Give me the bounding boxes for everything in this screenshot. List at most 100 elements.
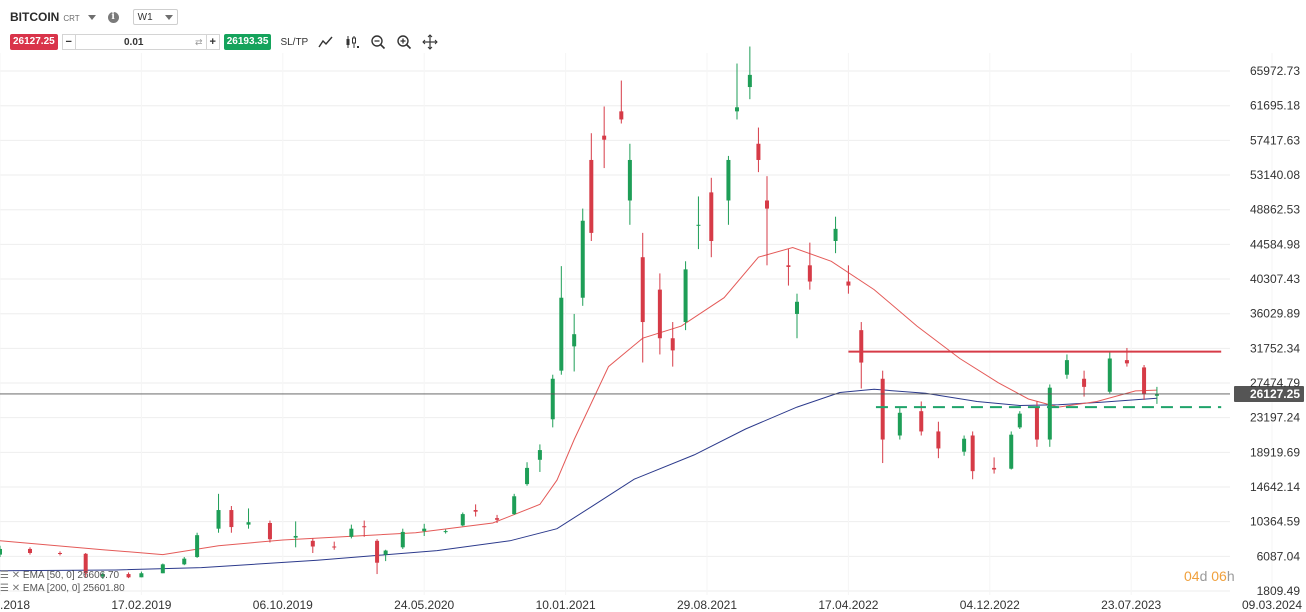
candle-body [422, 528, 427, 532]
candle-body [735, 107, 740, 112]
candle-body [310, 540, 315, 547]
candle-body [992, 467, 997, 470]
candle-body [764, 200, 769, 209]
quantity-stepper: − 0.01 ⇄ + [61, 34, 220, 50]
candle-body [640, 257, 645, 323]
candle-body [126, 574, 131, 578]
countdown-hours: 06 [1211, 568, 1227, 584]
buy-button[interactable]: 26193.35 [223, 34, 272, 50]
plus-icon[interactable]: + [209, 36, 216, 48]
candle-body [807, 265, 812, 282]
candle-body [970, 435, 975, 472]
symbol-row: BITCOIN CRT i W1 [10, 8, 178, 26]
candle-body [726, 159, 731, 201]
y-axis: 65972.73 61695.18 57417.63 53140.08 48862.53… [1250, 64, 1300, 598]
candle-countdown: 04d 06h [1184, 568, 1235, 584]
candle-body [670, 338, 675, 351]
y-tick-label: 1809.49 [1257, 584, 1301, 598]
info-icon[interactable]: i [107, 11, 119, 23]
candles [0, 46, 1159, 579]
candle-body [550, 378, 555, 420]
swap-icon[interactable]: ⇄ [194, 36, 203, 47]
candle-body [572, 334, 577, 347]
candle-body [349, 528, 354, 537]
candle-body [919, 411, 924, 432]
candle-body [683, 269, 688, 323]
x-tick-label: 24.05.2020 [394, 598, 454, 612]
candle-body [833, 228, 838, 242]
quantity-input[interactable]: 0.01 [123, 36, 144, 48]
chevron-down-icon [164, 14, 173, 20]
candle-body [267, 523, 272, 540]
candle-body [580, 220, 585, 298]
divider [74, 35, 76, 49]
dropdown-caret-icon[interactable] [87, 14, 96, 20]
levels [848, 350, 1222, 409]
ema-50-legend[interactable]: ☰ ✕ EMA [50, 0] 26606.70 [0, 570, 119, 581]
candle-body [1107, 358, 1112, 392]
candle-body [83, 553, 88, 574]
candle-body [0, 548, 2, 555]
sl-tp-button[interactable]: SL/TP [280, 36, 309, 48]
candle-body [473, 510, 478, 512]
y-tick-label: 36029.89 [1250, 307, 1300, 321]
timeframe-value: W1 [137, 11, 153, 23]
current-price-tag [1234, 385, 1304, 402]
y-tick-label: 31752.34 [1250, 341, 1300, 355]
legend-close-icon[interactable]: ☰ ✕ [0, 583, 21, 594]
legend-close-icon[interactable]: ☰ ✕ [0, 570, 21, 581]
candle-body [786, 265, 791, 267]
candle-body [100, 574, 105, 577]
y-tick-label: 10364.59 [1250, 515, 1300, 529]
candle-body [559, 297, 564, 371]
candle-body [537, 450, 542, 460]
ema-200-legend[interactable]: ☰ ✕ EMA [200, 0] 25601.80 [0, 583, 125, 594]
y-tick-label: 44584.98 [1250, 237, 1300, 251]
y-tick-label: 57417.63 [1250, 133, 1300, 147]
y-tick-label: 40307.43 [1250, 272, 1300, 286]
candle-body [1064, 360, 1069, 375]
candle-body [1154, 394, 1159, 396]
ema-200-label: EMA [200, 0] 25601.80 [22, 583, 125, 594]
crosshair-icon[interactable] [422, 34, 438, 50]
x-tick-label: 10.01.2021 [536, 598, 596, 612]
candle-body [880, 378, 885, 440]
candle-body [1142, 367, 1147, 395]
candle-body [400, 531, 405, 548]
ema-50-label: EMA [50, 0] 26606.70 [22, 570, 120, 581]
candle-body [619, 111, 624, 120]
countdown-days-unit: d [1199, 568, 1208, 584]
y-tick-label: 18919.69 [1250, 445, 1300, 459]
candle-body [962, 438, 967, 452]
candles-icon[interactable] [344, 34, 360, 50]
minus-icon[interactable]: − [65, 36, 72, 48]
candle-body [602, 135, 607, 140]
candle-body [195, 535, 200, 558]
candle-body [1034, 407, 1039, 440]
ema-200-line [0, 388, 1157, 572]
candle-body [160, 564, 165, 574]
candle-body [383, 550, 388, 555]
candle-body [182, 558, 187, 565]
sell-button[interactable]: 26127.25 [10, 34, 58, 50]
zoom-out-icon[interactable] [370, 34, 386, 50]
line-chart-icon[interactable] [318, 34, 334, 50]
zoom-in-icon[interactable] [396, 34, 412, 50]
y-tick-label: 65972.73 [1250, 64, 1300, 78]
symbol-name[interactable]: BITCOIN [10, 10, 60, 24]
candle-body [216, 510, 221, 529]
candle-body [756, 143, 761, 160]
y-tick-label: 6087.04 [1257, 549, 1301, 563]
candle-body [332, 546, 337, 548]
x-axis: 01.07.2018 17.02.2019 06.10.2019 24.05.2020… [0, 598, 1302, 612]
candle-body [936, 431, 941, 449]
candle-body [794, 301, 799, 314]
current-price-line: 26127.25 [0, 385, 1304, 402]
candle-body [460, 514, 465, 526]
timeframe-select[interactable]: W1 [132, 9, 178, 25]
x-tick-label: 17.04.2022 [818, 598, 878, 612]
x-tick-label: 23.07.2023 [1101, 598, 1161, 612]
ema-200-path [0, 388, 1157, 572]
candle-body [229, 510, 234, 528]
